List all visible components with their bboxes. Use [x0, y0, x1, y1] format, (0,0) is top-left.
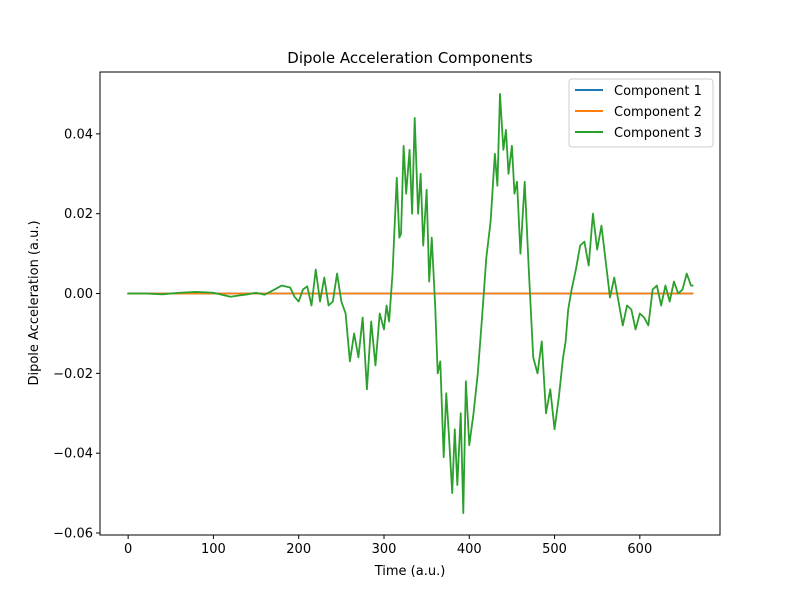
plot-frame — [99, 71, 721, 536]
legend: Component 1 Component 2 Component 3 — [568, 78, 714, 148]
x-tick-label: 400 — [457, 542, 482, 557]
x-axis-ticks: 0 100 200 300 400 500 600 — [124, 535, 652, 557]
y-axis-label: Dipole Acceleration (a.u.) — [27, 220, 42, 385]
y-tick-label: 0.02 — [64, 207, 93, 222]
x-tick-label: 0 — [124, 542, 132, 557]
x-tick-label: 600 — [627, 542, 652, 557]
y-tick-label: −0.02 — [53, 367, 93, 382]
chart-title: Dipole Acceleration Components — [287, 49, 533, 67]
legend-box — [568, 78, 714, 148]
x-tick-label: 100 — [201, 542, 226, 557]
series-layer — [127, 93, 694, 514]
y-axis-ticks: −0.06 −0.04 −0.02 0.00 0.02 0.04 — [53, 127, 100, 542]
x-tick-label: 300 — [372, 542, 397, 557]
y-tick-label: −0.06 — [53, 527, 93, 542]
legend-label-3: Component 3 — [614, 126, 702, 141]
series-line-3 — [127, 93, 694, 514]
legend-label-1: Component 1 — [614, 84, 702, 99]
y-tick-label: 0.00 — [64, 287, 93, 302]
x-axis-label: Time (a.u.) — [374, 564, 446, 579]
y-tick-label: −0.04 — [53, 447, 93, 462]
legend-label-2: Component 2 — [614, 105, 702, 120]
y-tick-label: 0.04 — [64, 127, 93, 142]
x-tick-label: 500 — [542, 542, 567, 557]
x-tick-label: 200 — [286, 542, 311, 557]
